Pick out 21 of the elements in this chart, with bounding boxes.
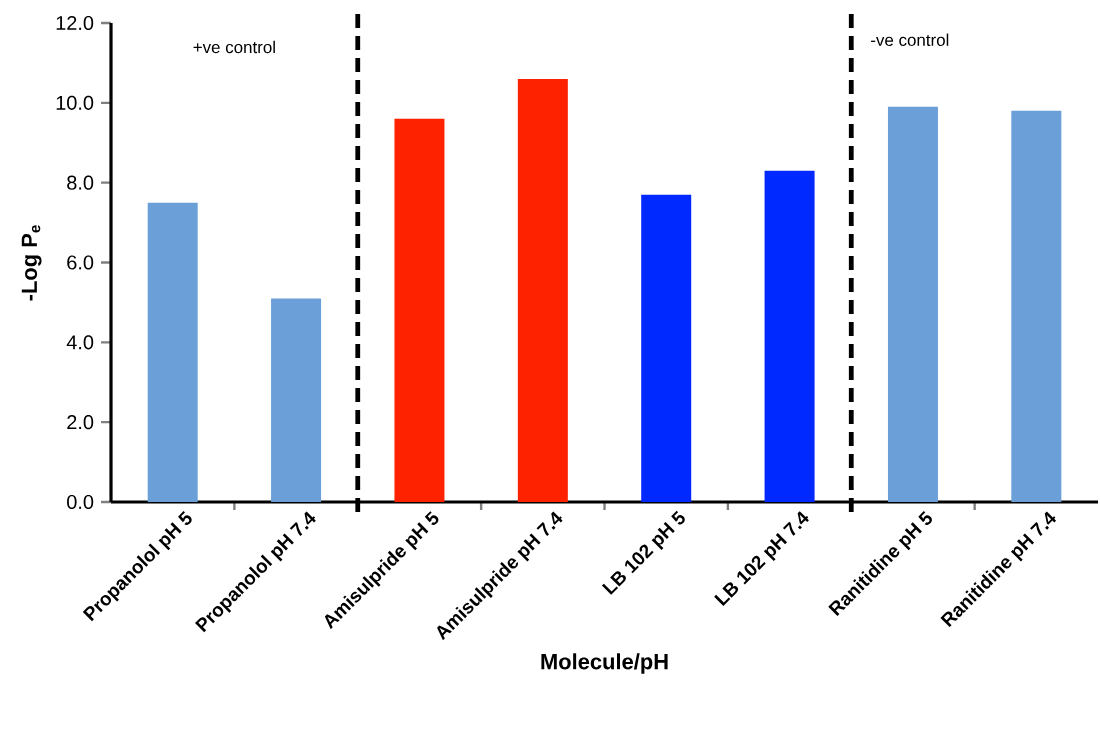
bar xyxy=(271,298,322,502)
annotation: +ve control xyxy=(193,40,275,54)
y-tick-label: 10.0 xyxy=(56,95,94,110)
bar xyxy=(517,78,568,502)
bar xyxy=(641,194,692,502)
y-tick-label: 0.0 xyxy=(67,494,94,510)
bar xyxy=(147,202,198,502)
x-tick-label: LB 102 pH 7.4 xyxy=(714,511,809,606)
bar xyxy=(1011,110,1062,502)
y-tick-label: 12.0 xyxy=(56,15,94,31)
y-tick-label: 6.0 xyxy=(67,255,94,270)
bar xyxy=(887,106,938,502)
y-tick-label: 4.0 xyxy=(66,335,94,350)
y-tick-label: 2.0 xyxy=(67,415,94,430)
bar xyxy=(394,118,445,502)
y-tick-label: 8.0 xyxy=(67,175,94,190)
bar xyxy=(764,170,815,502)
x-axis-title: Molecule/pH xyxy=(541,653,668,674)
x-tick-label: LB 102 pH 5 xyxy=(601,510,685,595)
annotation: -ve control xyxy=(871,33,949,46)
y-axis-title: -Log P$_{e}$ xyxy=(21,225,42,301)
